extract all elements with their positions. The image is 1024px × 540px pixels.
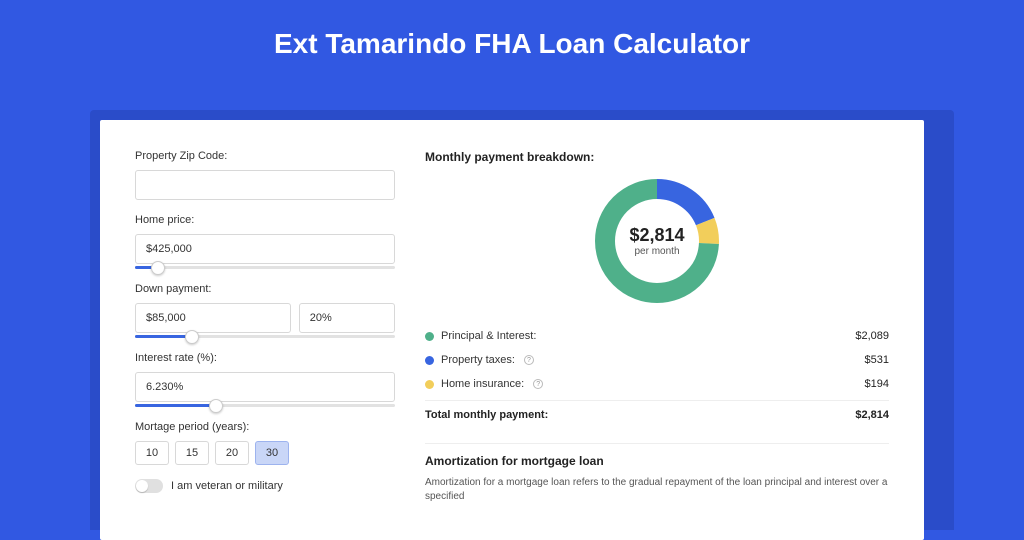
donut-chart-wrap: $2,814 per month [425, 176, 889, 306]
slider-thumb[interactable] [209, 399, 223, 413]
donut-chart: $2,814 per month [592, 176, 722, 306]
down-payment-percent-input[interactable] [299, 303, 395, 333]
mortgage-period-group: Mortage period (years): 10 15 20 30 [135, 421, 395, 465]
slider-thumb[interactable] [151, 261, 165, 275]
down-payment-slider[interactable] [135, 335, 395, 338]
zip-input[interactable] [135, 170, 395, 200]
legend-row-taxes: Property taxes: ? $531 [425, 348, 889, 372]
down-payment-group: Down payment: [135, 283, 395, 338]
legend-label: Principal & Interest: [441, 330, 536, 342]
period-buttons: 10 15 20 30 [135, 441, 395, 465]
interest-rate-slider[interactable] [135, 404, 395, 407]
slider-thumb[interactable] [185, 330, 199, 344]
zip-field-group: Property Zip Code: [135, 150, 395, 200]
period-btn-15[interactable]: 15 [175, 441, 209, 465]
interest-rate-group: Interest rate (%): [135, 352, 395, 407]
amortization-text: Amortization for a mortgage loan refers … [425, 476, 889, 504]
home-price-group: Home price: [135, 214, 395, 269]
total-row: Total monthly payment: $2,814 [425, 400, 889, 429]
home-price-input[interactable] [135, 234, 395, 264]
total-label: Total monthly payment: [425, 409, 548, 421]
veteran-toggle[interactable] [135, 479, 163, 493]
dot-icon [425, 380, 434, 389]
total-value: $2,814 [855, 409, 889, 421]
home-price-label: Home price: [135, 214, 395, 226]
dot-icon [425, 332, 434, 341]
dot-icon [425, 356, 434, 365]
info-icon[interactable]: ? [533, 379, 543, 389]
donut-center: $2,814 per month [592, 176, 722, 306]
donut-sub: per month [634, 246, 679, 257]
veteran-toggle-row: I am veteran or military [135, 479, 395, 493]
amortization-title: Amortization for mortgage loan [425, 454, 889, 468]
mortgage-period-label: Mortage period (years): [135, 421, 395, 433]
legend-value: $531 [865, 354, 889, 366]
period-btn-20[interactable]: 20 [215, 441, 249, 465]
calculator-panel: Property Zip Code: Home price: Down paym… [100, 120, 924, 540]
legend-label: Home insurance: [441, 378, 524, 390]
legend-value: $194 [865, 378, 889, 390]
period-btn-10[interactable]: 10 [135, 441, 169, 465]
legend-row-insurance: Home insurance: ? $194 [425, 372, 889, 396]
zip-label: Property Zip Code: [135, 150, 395, 162]
legend-label: Property taxes: [441, 354, 515, 366]
breakdown-title: Monthly payment breakdown: [425, 150, 889, 164]
down-payment-amount-input[interactable] [135, 303, 291, 333]
period-btn-30[interactable]: 30 [255, 441, 289, 465]
results-column: Monthly payment breakdown: $2,814 per mo… [425, 150, 889, 510]
legend-row-pi: Principal & Interest: $2,089 [425, 324, 889, 348]
interest-rate-input[interactable] [135, 372, 395, 402]
down-payment-label: Down payment: [135, 283, 395, 295]
veteran-toggle-label: I am veteran or military [171, 480, 283, 492]
info-icon[interactable]: ? [524, 355, 534, 365]
interest-rate-label: Interest rate (%): [135, 352, 395, 364]
donut-amount: $2,814 [629, 225, 684, 246]
legend-value: $2,089 [855, 330, 889, 342]
divider [425, 443, 889, 444]
page-title: Ext Tamarindo FHA Loan Calculator [0, 0, 1024, 80]
form-column: Property Zip Code: Home price: Down paym… [135, 150, 395, 510]
home-price-slider[interactable] [135, 266, 395, 269]
